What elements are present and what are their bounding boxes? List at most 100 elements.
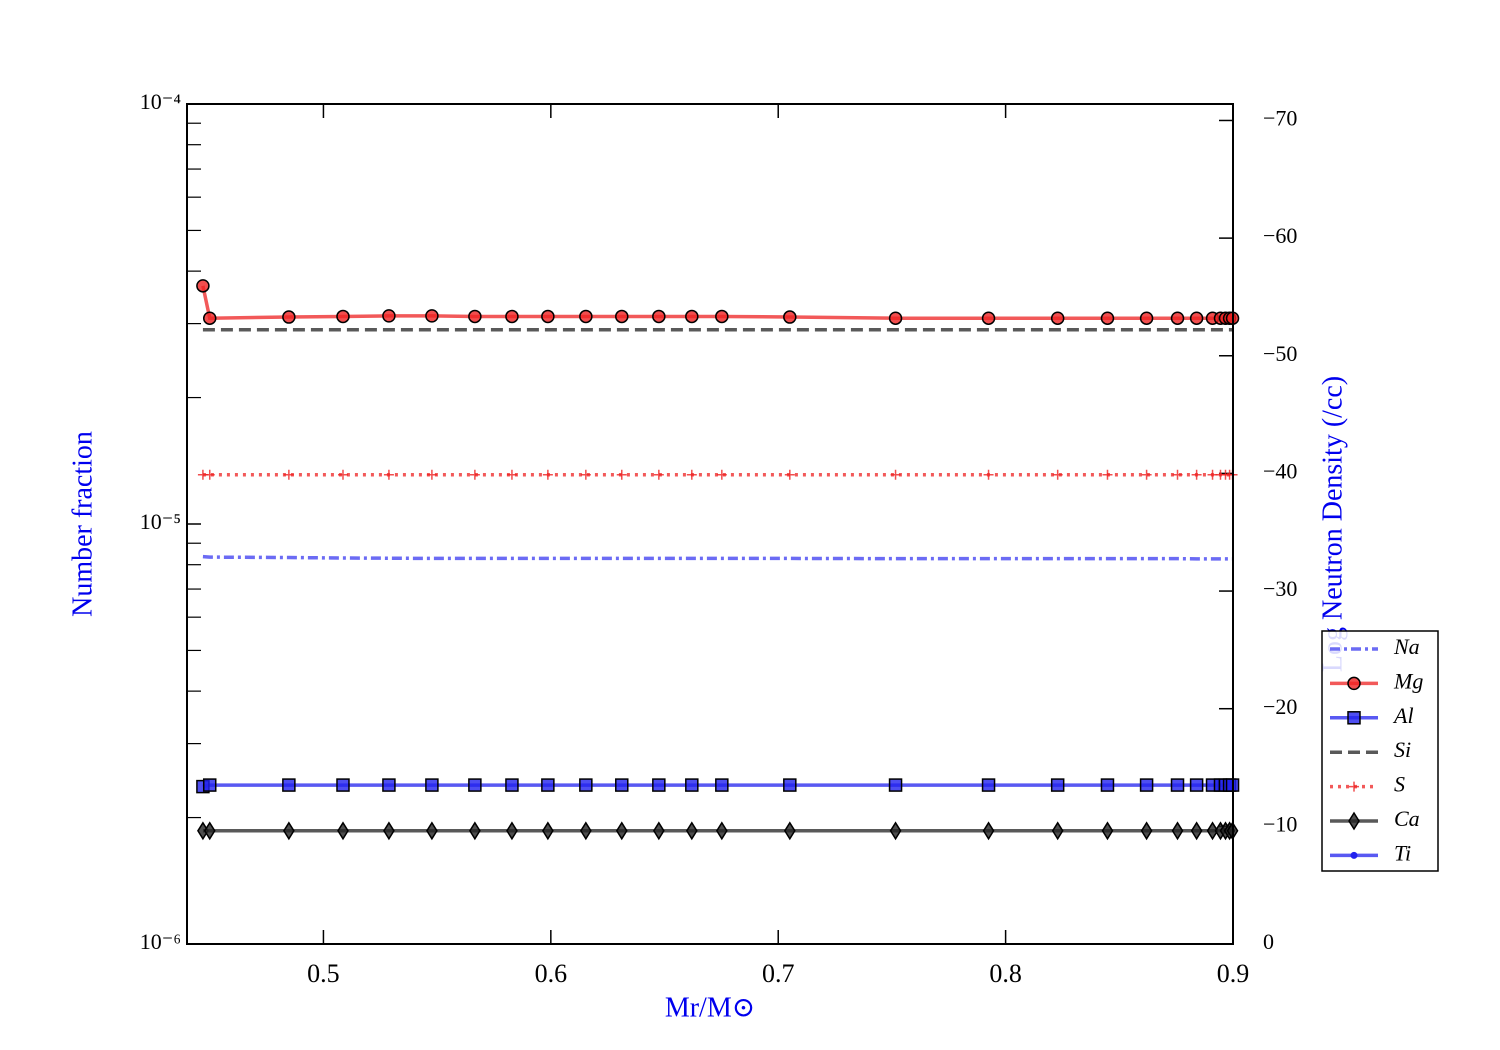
series-marker xyxy=(685,309,699,324)
series-marker xyxy=(715,309,729,324)
series-marker xyxy=(652,778,666,792)
series-marker xyxy=(783,310,797,324)
legend-label: Ca xyxy=(1394,806,1420,831)
series-marker xyxy=(716,469,727,480)
legend-label: Mg xyxy=(1393,668,1423,693)
series-marker xyxy=(580,469,591,480)
series-line xyxy=(202,554,1233,561)
series-marker xyxy=(1052,469,1063,480)
y2-tick-label: 0 xyxy=(1263,929,1274,954)
series-marker xyxy=(1189,311,1204,325)
series-marker xyxy=(888,778,903,792)
series-marker xyxy=(506,469,517,480)
y2-tick-label: −30 xyxy=(1263,576,1297,601)
series-marker xyxy=(426,821,438,841)
series-marker xyxy=(783,778,797,792)
series-marker xyxy=(1139,778,1154,792)
series-marker xyxy=(283,469,294,480)
series-marker xyxy=(1191,469,1202,480)
series-marker xyxy=(653,469,664,480)
series-marker xyxy=(615,309,629,324)
x-tick-label: 0.8 xyxy=(989,959,1022,988)
series-marker xyxy=(579,778,593,792)
series-marker xyxy=(1206,821,1219,841)
x-tick-label: 0.6 xyxy=(535,959,568,988)
series-marker xyxy=(686,469,697,480)
series-marker xyxy=(1190,821,1203,841)
plot-frame xyxy=(186,103,1234,945)
y-tick-label: 10⁻⁶ xyxy=(140,929,181,954)
series-marker xyxy=(468,309,482,324)
series-marker xyxy=(890,469,901,480)
series-marker xyxy=(981,778,996,792)
legend-label: Al xyxy=(1392,703,1414,728)
x-tick-label: 0.7 xyxy=(762,959,795,988)
series-marker xyxy=(383,469,394,480)
series-marker xyxy=(282,778,296,792)
series-marker xyxy=(715,821,728,841)
series-marker xyxy=(783,821,796,841)
series-marker xyxy=(426,469,437,480)
series-marker xyxy=(1172,469,1183,480)
legend-marker xyxy=(1348,811,1360,831)
x-tick-label: 0.9 xyxy=(1217,959,1250,988)
series-marker xyxy=(983,469,994,480)
series-marker xyxy=(615,821,628,841)
series-marker xyxy=(1101,821,1114,841)
series-marker xyxy=(336,309,350,324)
y2-tick-label: −60 xyxy=(1263,223,1297,248)
series-marker xyxy=(616,469,627,480)
series-marker xyxy=(1170,778,1185,792)
series-marker xyxy=(889,821,902,841)
legend-marker xyxy=(1349,781,1359,792)
series-marker xyxy=(715,778,729,792)
legend-label: Ti xyxy=(1394,840,1411,865)
series-marker xyxy=(1051,821,1064,841)
series-marker xyxy=(505,778,519,792)
series-marker xyxy=(382,309,396,323)
series-marker xyxy=(982,821,995,841)
series-marker xyxy=(282,821,295,841)
y-axis-label: Number fraction xyxy=(67,431,98,617)
series-marker xyxy=(1141,469,1152,480)
series-marker xyxy=(282,310,296,324)
y2-tick-label: −50 xyxy=(1263,341,1297,366)
series-marker xyxy=(1170,311,1185,325)
x-tick-label: 0.5 xyxy=(307,959,340,988)
series-marker xyxy=(579,821,592,841)
series-marker xyxy=(652,821,665,841)
series-marker xyxy=(615,778,629,792)
series-marker xyxy=(981,311,996,325)
series-marker xyxy=(579,309,593,324)
y-tick-label: 10⁻⁴ xyxy=(140,89,182,114)
y2-tick-label: −40 xyxy=(1263,458,1297,483)
series-marker xyxy=(425,309,439,323)
legend-label: S xyxy=(1394,772,1405,797)
series-marker xyxy=(541,821,554,841)
series-marker xyxy=(196,279,210,293)
series-marker xyxy=(784,469,795,480)
series-marker xyxy=(1140,821,1153,841)
series-marker xyxy=(652,309,666,324)
series-marker xyxy=(541,778,555,792)
series-marker xyxy=(469,469,480,480)
series-marker xyxy=(468,778,482,792)
legend-marker xyxy=(1350,851,1358,859)
series-marker xyxy=(204,469,215,480)
legend-marker xyxy=(1347,711,1361,725)
series-marker xyxy=(202,778,217,792)
series-marker xyxy=(506,821,518,841)
series-marker xyxy=(1102,469,1113,480)
legend: Na Mg Al Si S Ca Ti xyxy=(1321,630,1439,872)
series-marker xyxy=(337,821,349,841)
y2-axis-label: Log Neutron Density (/cc) xyxy=(1317,376,1348,672)
series-marker xyxy=(1050,311,1065,325)
y2-tick-label: −20 xyxy=(1263,694,1297,719)
series-marker xyxy=(1139,311,1154,325)
series-marker xyxy=(1050,778,1065,792)
legend-label: Na xyxy=(1393,634,1420,659)
series-marker xyxy=(1171,821,1184,841)
series-marker xyxy=(505,309,519,324)
series-marker xyxy=(382,778,396,792)
